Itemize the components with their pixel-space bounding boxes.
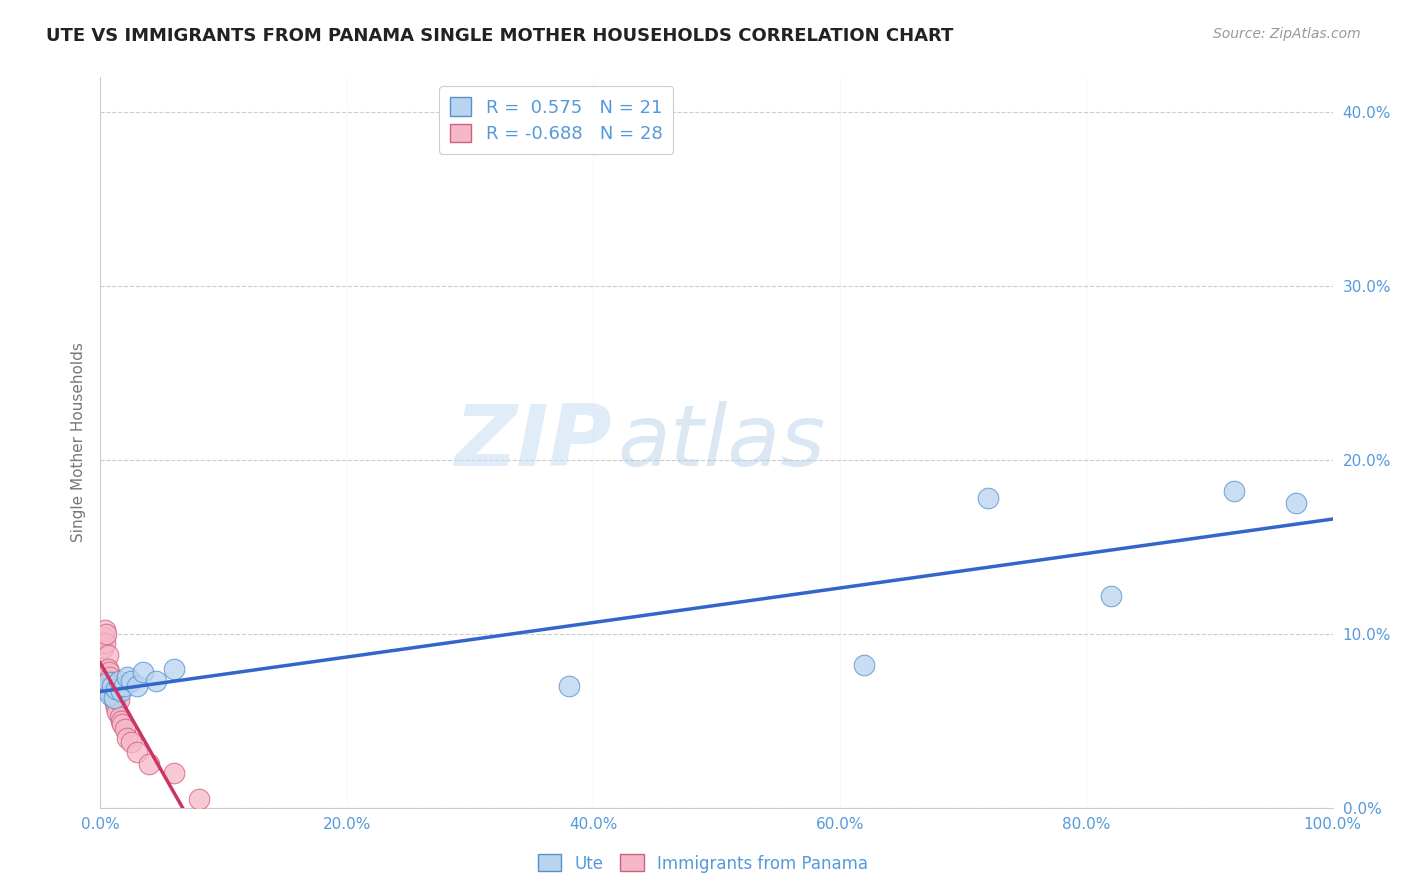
Point [105,705,128,719]
Point [114,723,136,737]
Point [557,679,579,693]
Point [96,627,118,641]
Point [1223,484,1246,499]
Point [91,640,114,655]
Point [145,673,167,688]
Point [104,697,127,711]
Point [94,635,117,649]
Point [108,710,131,724]
Point [120,673,142,688]
Point [111,717,134,731]
Point [100,682,122,697]
Point [94,682,117,697]
Text: atlas: atlas [617,401,825,484]
Point [976,491,998,506]
Point [1099,589,1122,603]
Point [96,662,118,676]
Point [105,682,128,697]
Point [163,662,186,676]
Point [117,670,139,684]
Point [117,731,139,746]
Point [105,699,128,714]
Point [97,665,120,679]
Text: UTE VS IMMIGRANTS FROM PANAMA SINGLE MOTHER HOUSEHOLDS CORRELATION CHART: UTE VS IMMIGRANTS FROM PANAMA SINGLE MOT… [46,27,953,45]
Point [107,693,129,707]
Point [110,714,132,728]
Point [96,648,118,662]
Text: ZIP: ZIP [454,401,612,484]
Point [1285,496,1308,510]
Point [127,745,149,759]
Point [93,630,115,644]
Point [96,675,118,690]
Point [107,673,129,688]
Point [103,682,125,697]
Point [187,792,209,806]
Point [101,679,124,693]
Point [138,757,160,772]
Point [127,679,149,693]
Point [101,688,124,702]
Point [98,688,121,702]
Text: Source: ZipAtlas.com: Source: ZipAtlas.com [1213,27,1361,41]
Point [103,691,125,706]
Point [101,675,124,690]
Legend: R =  0.575   N = 21, R = -0.688   N = 28: R = 0.575 N = 21, R = -0.688 N = 28 [439,87,673,154]
Point [132,665,155,679]
Point [853,658,876,673]
Y-axis label: Single Mother Households: Single Mother Households [72,343,86,542]
Point [98,679,121,693]
Point [112,679,135,693]
Point [163,765,186,780]
Legend: Ute, Immigrants from Panama: Ute, Immigrants from Panama [531,847,875,880]
Point [94,624,117,638]
Point [98,670,121,684]
Point [120,734,142,748]
Point [110,684,132,698]
